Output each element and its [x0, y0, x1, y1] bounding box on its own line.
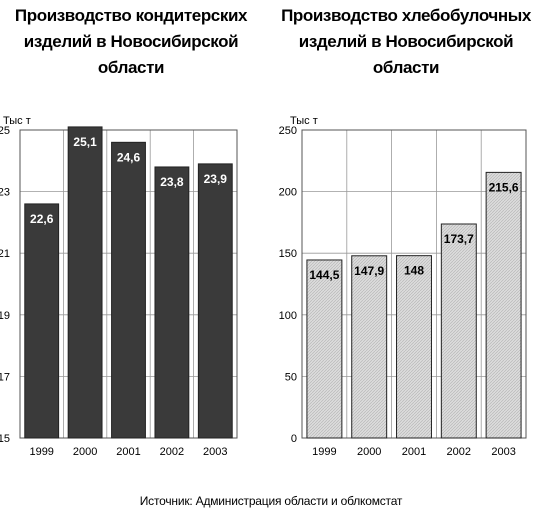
confectionery-data-label-2003: 23,9	[204, 172, 228, 186]
bakery-y-tick-label: 150	[279, 248, 297, 260]
bakery-y-tick-label: 50	[285, 371, 297, 383]
confectionery-x-tick-label: 2003	[203, 446, 227, 458]
confectionery-data-label-2001: 24,6	[117, 150, 141, 164]
confectionery-data-label-1999: 22,6	[30, 212, 54, 226]
confectionery-x-tick-label: 2000	[73, 446, 97, 458]
bakery-y-tick-label: 0	[291, 433, 297, 445]
confectionery-y-tick-label: 17	[0, 371, 10, 383]
confectionery-y-tick-label: 25	[0, 125, 10, 137]
confectionery-bar-2003	[197, 163, 233, 439]
confectionery-y-axis-label: Тыс т	[3, 115, 31, 127]
bakery-data-label-1999: 144,5	[309, 268, 339, 282]
bakery-bar-1999	[306, 259, 343, 439]
confectionery-bar-1999	[24, 203, 60, 439]
bakery-data-label-2000: 147,9	[354, 264, 384, 278]
confectionery-bar-2000	[67, 126, 103, 439]
bakery-bar-2000	[351, 255, 388, 439]
confectionery-y-tick-label: 15	[0, 433, 10, 445]
bakery-x-tick-label: 2000	[357, 446, 381, 458]
confectionery-x-tick-label: 1999	[29, 446, 53, 458]
confectionery-y-tick-label: 23	[0, 187, 10, 199]
bakery-bar-2001	[396, 255, 432, 439]
bakery-x-tick-label: 1999	[312, 446, 336, 458]
bakery-x-tick-label: 2002	[447, 446, 471, 458]
bakery-data-label-2003: 215,6	[489, 180, 519, 194]
confectionery-y-tick-label: 21	[0, 248, 10, 260]
chart-title-bakery: Производство хлебобулочных изделий в Нов…	[281, 6, 531, 77]
bakery-y-tick-label: 250	[279, 125, 297, 137]
chart-title-confectionery: Производство кондитерских изделий в Ново…	[14, 6, 248, 77]
bakery-y-tick-label: 200	[279, 187, 297, 199]
bakery-y-axis-label: Тыс т	[290, 115, 318, 127]
bakery-data-label-2002: 173,7	[444, 232, 474, 246]
bakery-y-tick-label: 100	[279, 310, 297, 322]
bakery-bar-2002	[440, 223, 477, 439]
source-note: Источник: Администрация области и облком…	[139, 494, 403, 508]
bakery-x-tick-label: 2003	[491, 446, 515, 458]
confectionery-data-label-2002: 23,8	[160, 175, 184, 189]
confectionery-bar-2001	[111, 141, 146, 439]
bakery-data-label-2001: 148	[404, 264, 424, 278]
confectionery-bar-2002	[154, 166, 190, 439]
bakery-x-tick-label: 2001	[402, 446, 426, 458]
confectionery-y-tick-label: 19	[0, 310, 10, 322]
confectionery-data-label-2000: 25,1	[73, 135, 97, 149]
bakery-bar-2003	[485, 171, 522, 439]
confectionery-x-tick-label: 2001	[116, 446, 140, 458]
confectionery-x-tick-label: 2002	[160, 446, 184, 458]
